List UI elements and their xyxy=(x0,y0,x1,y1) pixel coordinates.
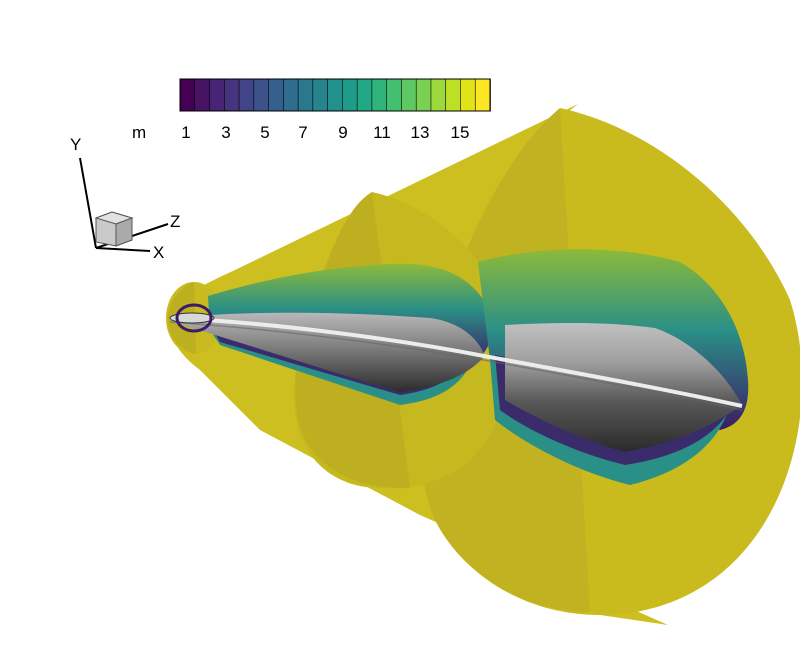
colorbar-tick-label: 11 xyxy=(373,123,391,142)
wing-section-far xyxy=(505,323,742,452)
colorbar-variable-label: m xyxy=(132,123,146,142)
inlet-airfoil xyxy=(169,312,215,324)
colorbar-cell xyxy=(268,78,285,112)
y-axis-label: Y xyxy=(70,135,81,154)
colorbar-cell xyxy=(401,78,417,112)
colorbar-tick-label: 3 xyxy=(221,123,230,142)
inlet-ring xyxy=(175,303,213,333)
colorbar-tick-label: 7 xyxy=(298,123,307,142)
x-axis-label: X xyxy=(153,243,164,262)
y-axis-line xyxy=(79,157,97,249)
colorbar-tick-label: 9 xyxy=(338,123,347,142)
colorbar-cell xyxy=(194,78,211,112)
colorbar-cell xyxy=(430,78,447,112)
colorbar-cell xyxy=(342,78,358,112)
colorbar-cell xyxy=(415,78,432,112)
orientation-cube-side xyxy=(115,217,133,247)
colorbar-legend: m 1 3 5 7 9 11 13 15 xyxy=(132,78,491,142)
colorbar-cell xyxy=(297,78,314,112)
colorbar-cell xyxy=(312,78,329,112)
colorbar-cell xyxy=(445,78,462,112)
colorbar-cell xyxy=(253,78,270,112)
z-axis-label: Z xyxy=(170,212,180,231)
colorbar-tick-label: 1 xyxy=(181,123,190,142)
leading-edge-shadow xyxy=(169,321,743,411)
colorbar-cell xyxy=(209,78,226,112)
axis-triad: Y Z X xyxy=(70,135,180,262)
colorbar-cell xyxy=(460,78,477,112)
colorbar-tick-label: 15 xyxy=(451,123,470,142)
colorbar-cells xyxy=(179,78,491,112)
wing-body xyxy=(169,303,743,452)
colorbar-tick-label: 13 xyxy=(411,123,430,142)
x-axis-line xyxy=(95,247,151,252)
colorbar-cell xyxy=(283,78,299,112)
wing-section-near xyxy=(172,312,485,392)
colorbar-cell xyxy=(327,78,344,112)
colorbar-cell xyxy=(371,78,388,112)
colorbar-cell xyxy=(356,78,373,112)
colorbar-cell xyxy=(238,78,255,112)
colorbar-tick-label: 5 xyxy=(260,123,269,142)
colorbar-cell xyxy=(179,78,196,112)
colorbar-tick-labels: 1 3 5 7 9 11 13 15 xyxy=(181,123,469,142)
colorbar-frame xyxy=(179,78,491,112)
colorbar-cell xyxy=(386,78,403,112)
colorbar-cell xyxy=(474,78,491,112)
colorbar-cell xyxy=(223,78,240,112)
leading-edge-highlight xyxy=(169,316,743,408)
